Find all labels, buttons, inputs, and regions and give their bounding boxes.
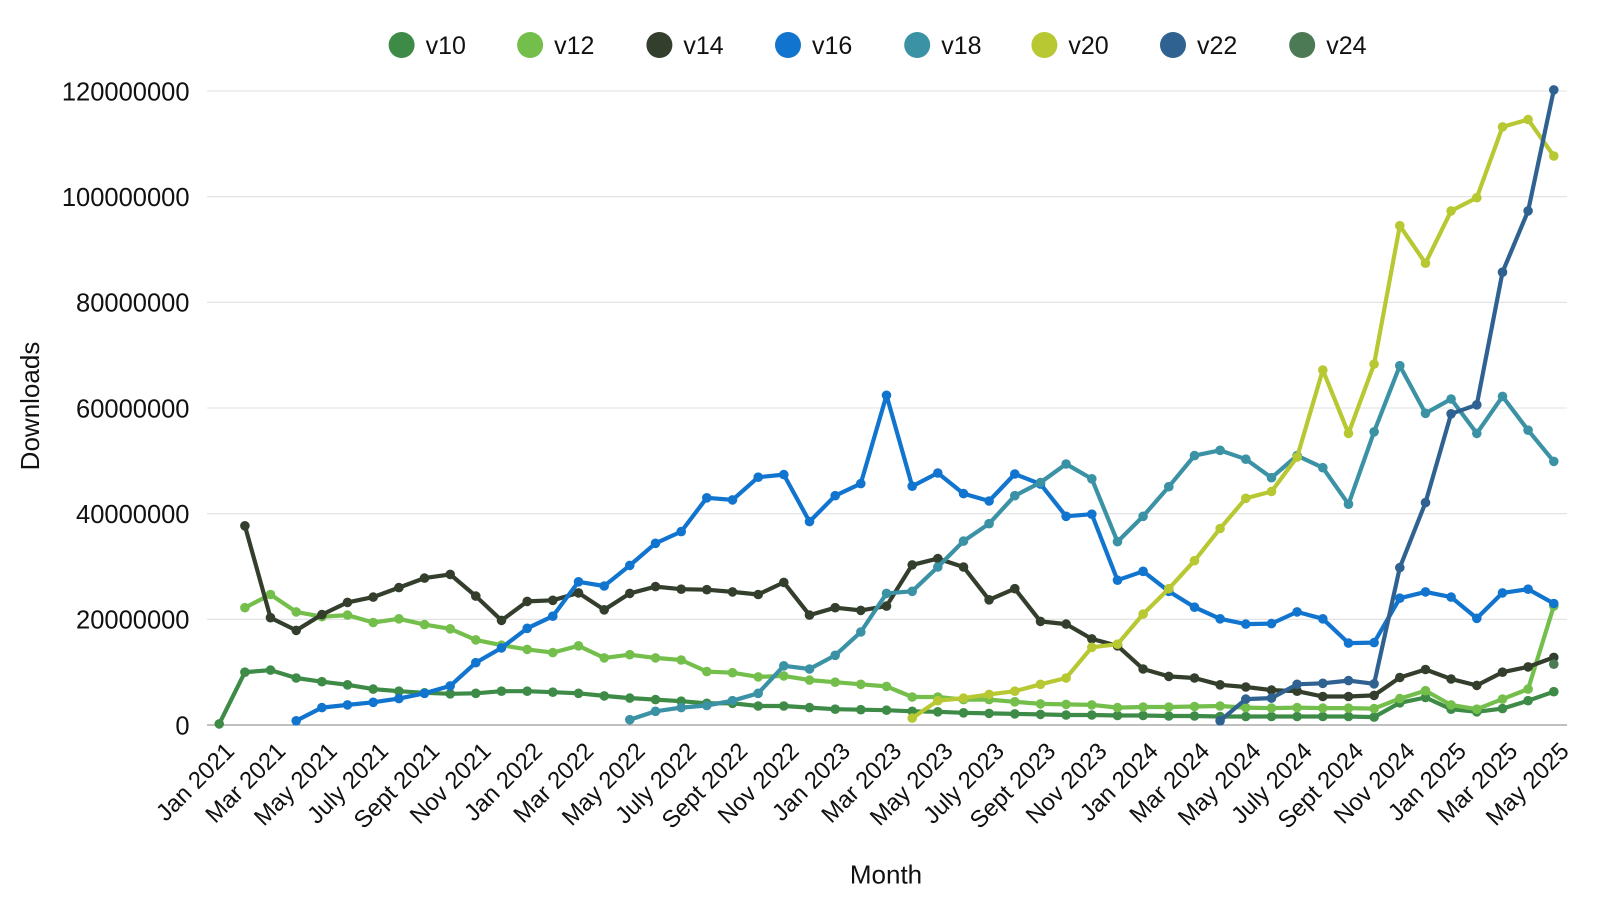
svg-text:40000000: 40000000 [76, 501, 189, 529]
svg-text:0: 0 [175, 712, 189, 740]
svg-text:v10: v10 [426, 32, 466, 60]
svg-text:v20: v20 [1068, 32, 1108, 60]
svg-text:80000000: 80000000 [76, 290, 189, 318]
svg-text:120000000: 120000000 [62, 78, 190, 106]
svg-text:v22: v22 [1197, 32, 1237, 60]
svg-text:20000000: 20000000 [76, 607, 189, 635]
svg-text:v14: v14 [683, 32, 723, 60]
svg-text:100000000: 100000000 [62, 184, 190, 212]
svg-text:v18: v18 [941, 32, 981, 60]
svg-text:Month: Month [850, 860, 922, 890]
svg-text:Downloads: Downloads [15, 342, 45, 471]
svg-text:60000000: 60000000 [76, 395, 189, 423]
svg-text:v12: v12 [554, 32, 594, 60]
svg-text:v24: v24 [1326, 32, 1366, 60]
svg-text:v16: v16 [812, 32, 852, 60]
